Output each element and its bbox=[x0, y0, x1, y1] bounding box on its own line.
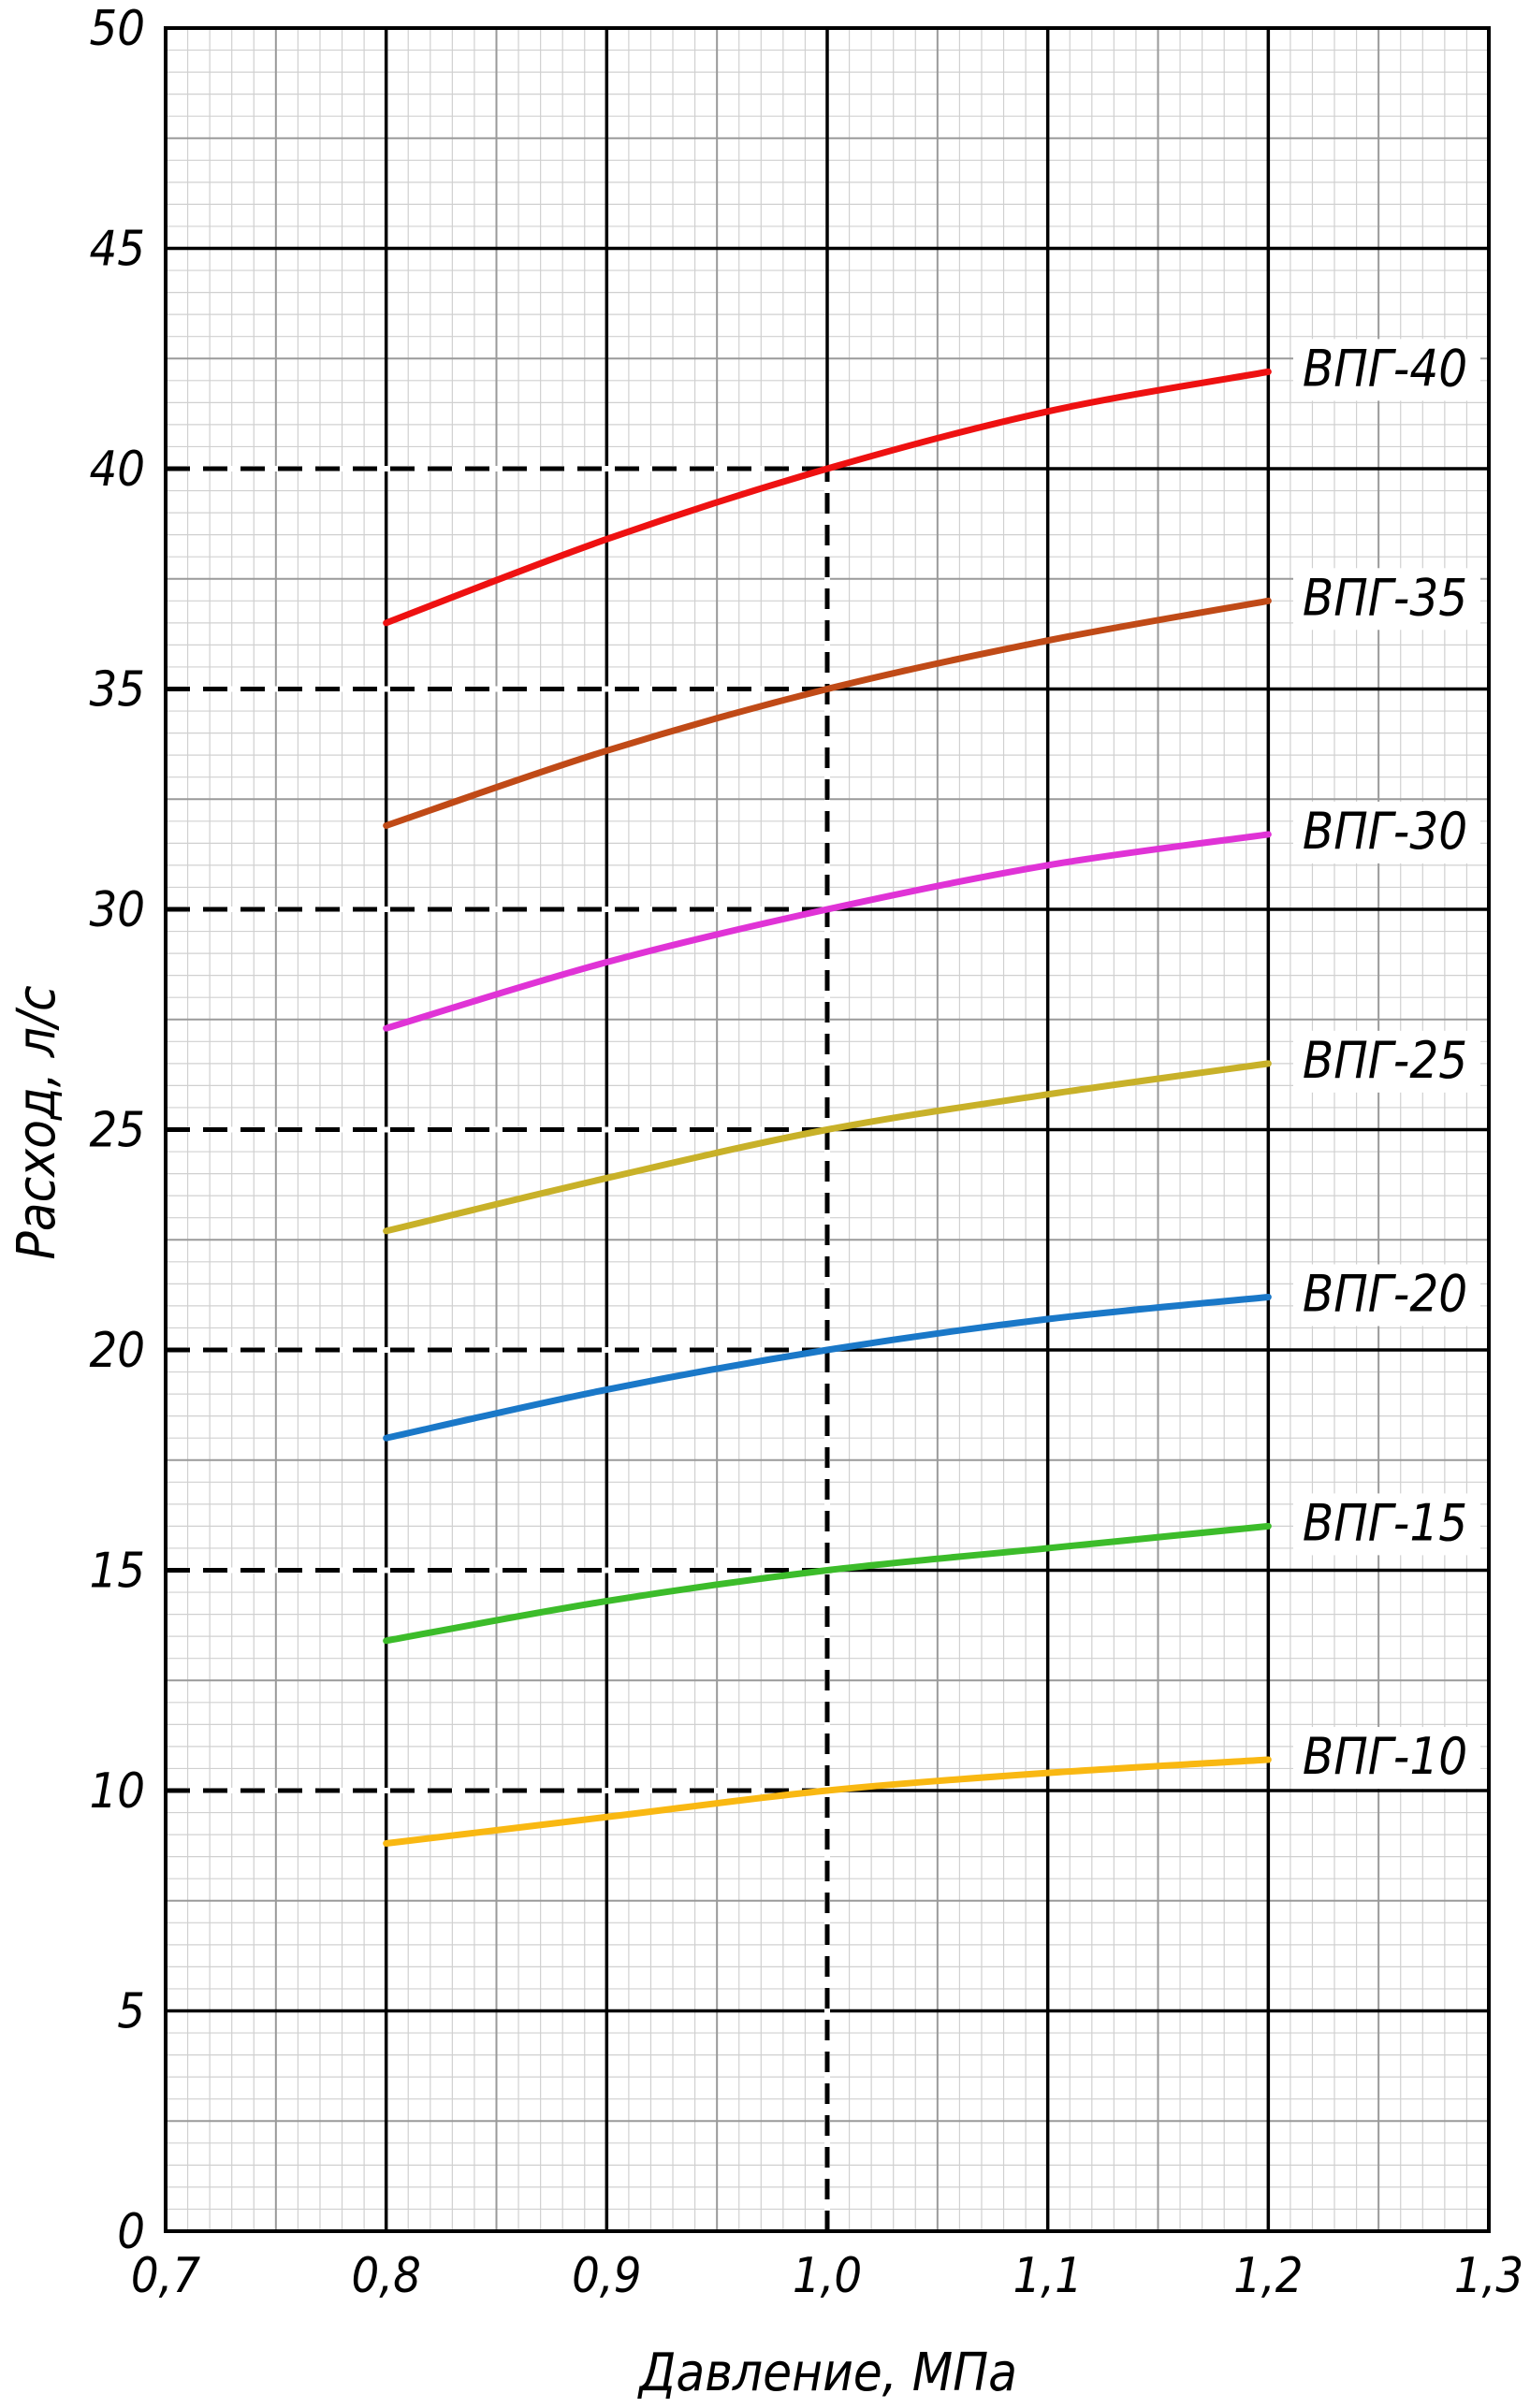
y-tick-label: 5 bbox=[117, 1984, 145, 2040]
x-axis-title: Давление, МПа bbox=[637, 2343, 1017, 2403]
series-label-4: ВПГ-25 bbox=[1303, 1031, 1467, 1090]
x-tick-label: 1,0 bbox=[793, 2248, 862, 2304]
series-line-6 bbox=[383, 1522, 1272, 1645]
y-tick-label: 45 bbox=[89, 222, 145, 278]
series-label-7: ВПГ-10 bbox=[1303, 1727, 1467, 1786]
series-label-bg bbox=[1293, 1030, 1480, 1093]
series-line-5 bbox=[383, 1293, 1272, 1442]
series-label-2: ВПГ-35 bbox=[1303, 568, 1467, 627]
y-tick-label: 40 bbox=[89, 442, 145, 498]
series-label-5: ВПГ-20 bbox=[1303, 1264, 1467, 1323]
y-tick-label: 50 bbox=[89, 1, 145, 57]
x-tick-label: 1,2 bbox=[1233, 2248, 1303, 2304]
plot-border bbox=[164, 26, 1491, 2233]
y-tick-label: 25 bbox=[89, 1103, 145, 1159]
series-line-2 bbox=[383, 597, 1272, 830]
series-label-bg bbox=[1293, 339, 1480, 401]
x-tick-label: 1,3 bbox=[1454, 2248, 1523, 2304]
series-label-bg bbox=[1293, 1727, 1480, 1790]
y-tick-label: 30 bbox=[89, 882, 145, 938]
y-tick-label: 20 bbox=[89, 1323, 145, 1379]
x-tick-label: 0,7 bbox=[131, 2248, 201, 2304]
series-group bbox=[383, 368, 1272, 1848]
series-label-6: ВПГ-15 bbox=[1303, 1493, 1467, 1552]
plot-frame bbox=[164, 26, 1491, 2233]
y-tick-label: 35 bbox=[89, 662, 145, 718]
series-label-bg bbox=[1293, 568, 1480, 631]
x-tick-label: 0,8 bbox=[351, 2248, 420, 2304]
series-labels: ВПГ-40 ВПГ-35 ВПГ-30 ВПГ-25 ВПГ-20 ВПГ-15 ВПГ-… bbox=[1293, 339, 1480, 1790]
x-tick-label: 1,1 bbox=[1013, 2248, 1082, 2304]
series-label-bg bbox=[1293, 1264, 1480, 1327]
y-tick-label: 15 bbox=[89, 1544, 145, 1600]
series-line-7 bbox=[383, 1756, 1272, 1848]
reference-lines bbox=[166, 466, 830, 2231]
y-axis-title: Расход, л/с bbox=[7, 985, 67, 1260]
y-tick-labels: 0 5 10 15 20 25 30 35 40 45 50 bbox=[89, 1, 145, 2260]
series-label-3: ВПГ-30 bbox=[1303, 802, 1467, 861]
y-tick-label: 0 bbox=[117, 2204, 145, 2260]
series-line-3 bbox=[383, 831, 1272, 1032]
y-tick-label: 10 bbox=[89, 1763, 145, 1820]
series-line-1 bbox=[383, 368, 1272, 627]
x-tick-label: 0,9 bbox=[572, 2248, 641, 2304]
series-label-bg bbox=[1293, 1493, 1480, 1556]
series-label-bg bbox=[1293, 801, 1480, 863]
series-label-1: ВПГ-40 bbox=[1303, 339, 1467, 398]
series-line-4 bbox=[383, 1060, 1272, 1235]
x-tick-labels: 0,7 0,8 0,9 1,0 1,1 1,2 1,3 bbox=[131, 2248, 1523, 2304]
